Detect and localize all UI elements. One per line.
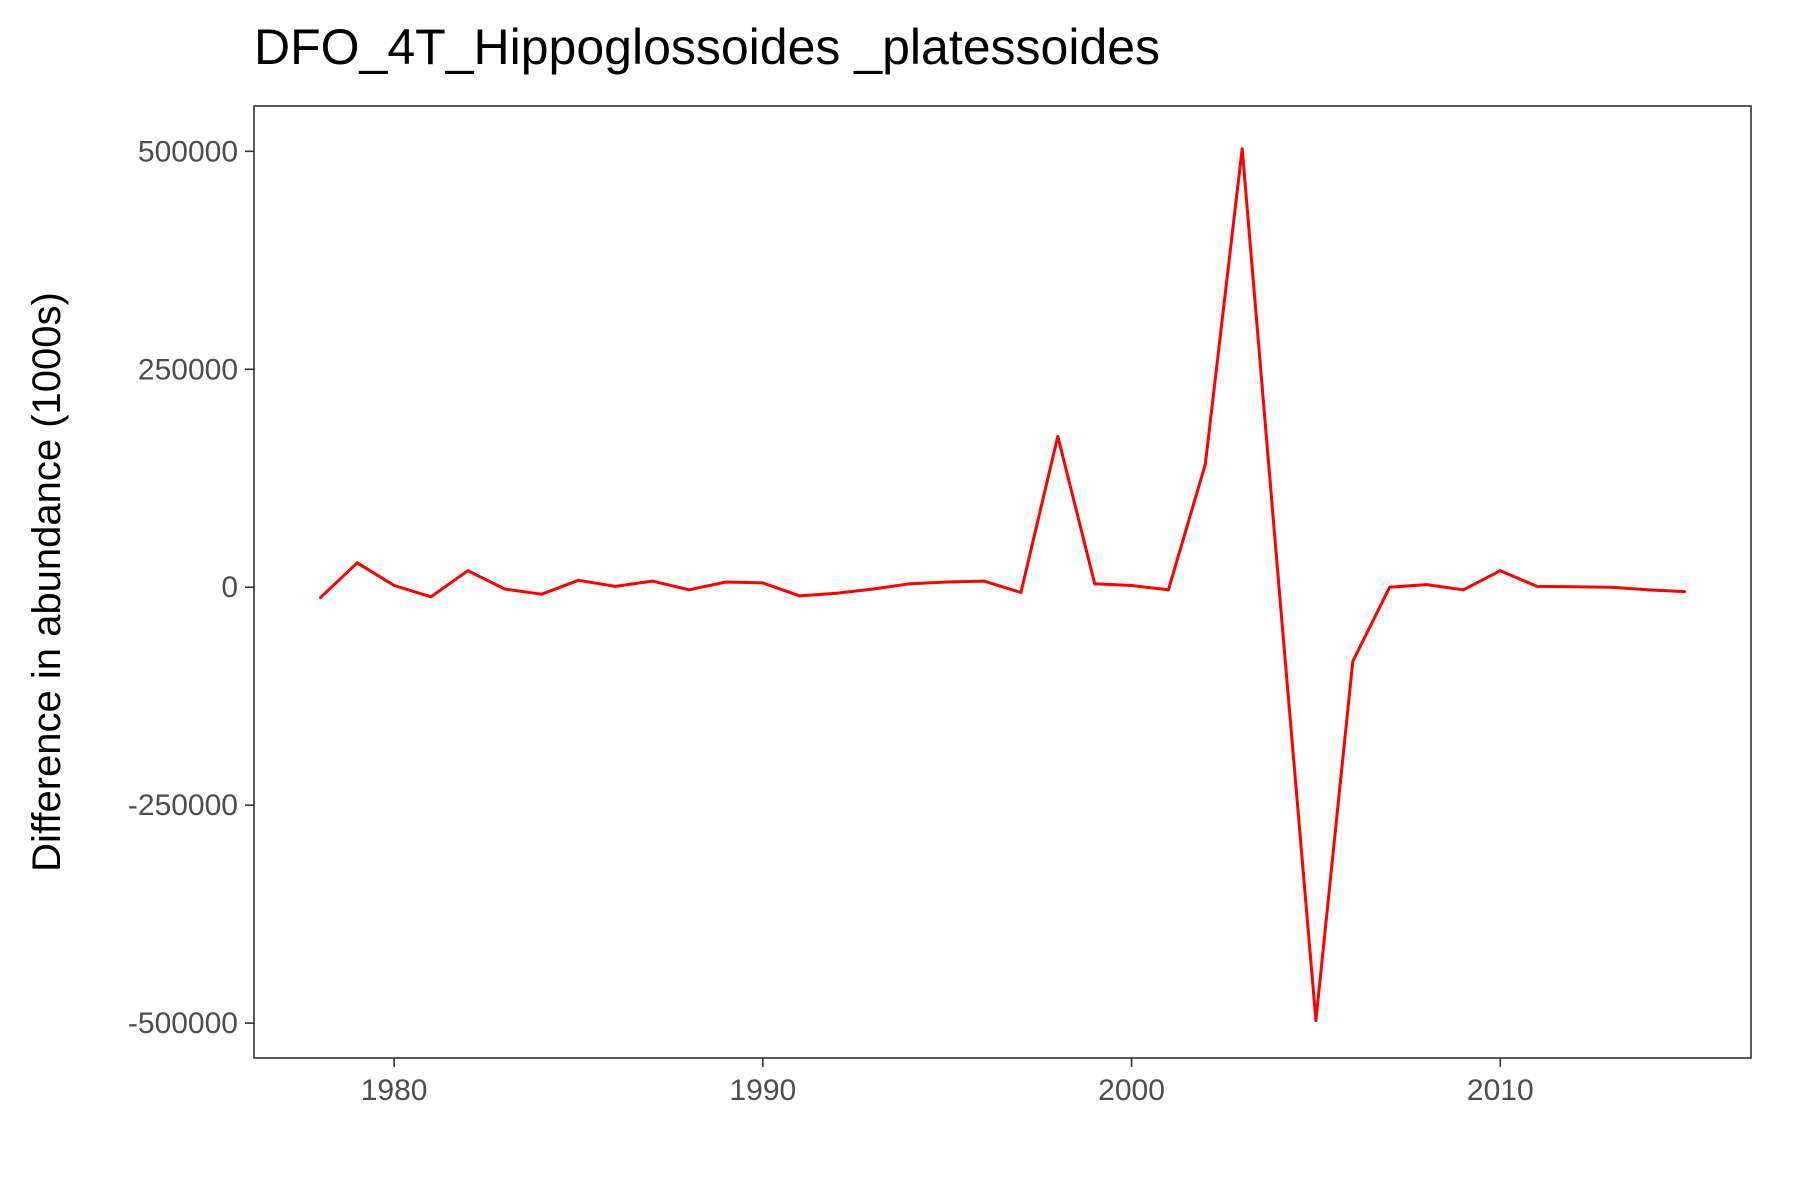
data-point [540, 592, 544, 596]
y-tick-label: 250000 [138, 353, 238, 386]
data-point [1388, 585, 1392, 589]
data-point [503, 587, 507, 591]
data-point [1498, 569, 1502, 573]
data-point [1683, 590, 1687, 593]
data-point [1314, 1019, 1318, 1022]
x-axis: 1980 1990 2000 2010 [361, 1058, 1534, 1107]
data-point [1130, 584, 1133, 587]
data-point [1203, 462, 1207, 466]
plot-panel [253, 105, 1752, 1059]
x-tick-label: 2000 [1098, 1074, 1165, 1107]
data-point [1572, 585, 1576, 589]
x-tick-label: 1980 [361, 1074, 428, 1107]
data-point [1646, 588, 1650, 592]
data-point [761, 581, 765, 585]
series-layer [318, 147, 1687, 1022]
data-point [429, 595, 433, 599]
data-point [1056, 435, 1060, 438]
data-point [1277, 585, 1281, 589]
data-point [613, 584, 617, 588]
data-point [577, 578, 580, 582]
y-tick-label: 0 [221, 571, 238, 604]
chart-title: DFO_4T_Hippoglossoides _platessoides [254, 19, 1161, 75]
y-axis-title: Difference in abundance (1000s) [25, 292, 69, 872]
data-point [798, 594, 802, 598]
data-point [724, 580, 728, 584]
data-point [908, 582, 912, 586]
data-point [1019, 591, 1023, 594]
series-line [319, 147, 1685, 1022]
data-point [945, 580, 949, 584]
data-point [466, 569, 470, 573]
data-point [872, 587, 875, 591]
y-tick-label: -250000 [128, 789, 238, 822]
data-point [1425, 583, 1428, 587]
y-axis: -500000 -250000 0 250000 500000 [128, 135, 254, 1040]
y-tick-label: 500000 [138, 135, 238, 168]
x-tick-label: 1990 [729, 1074, 796, 1107]
data-point [835, 591, 838, 595]
y-tick-label: -500000 [128, 1007, 238, 1040]
data-point [1609, 585, 1613, 589]
data-point [355, 561, 359, 565]
data-point [650, 579, 654, 583]
data-point [1351, 659, 1355, 663]
data-point [1167, 588, 1170, 592]
data-point [1093, 582, 1097, 586]
data-point [687, 588, 691, 592]
data-point [982, 579, 986, 583]
data-point [1461, 588, 1465, 592]
data-point [318, 596, 322, 600]
data-point [1535, 584, 1539, 588]
data-point [1240, 147, 1244, 151]
data-point [392, 584, 396, 587]
x-tick-label: 2010 [1467, 1074, 1534, 1107]
